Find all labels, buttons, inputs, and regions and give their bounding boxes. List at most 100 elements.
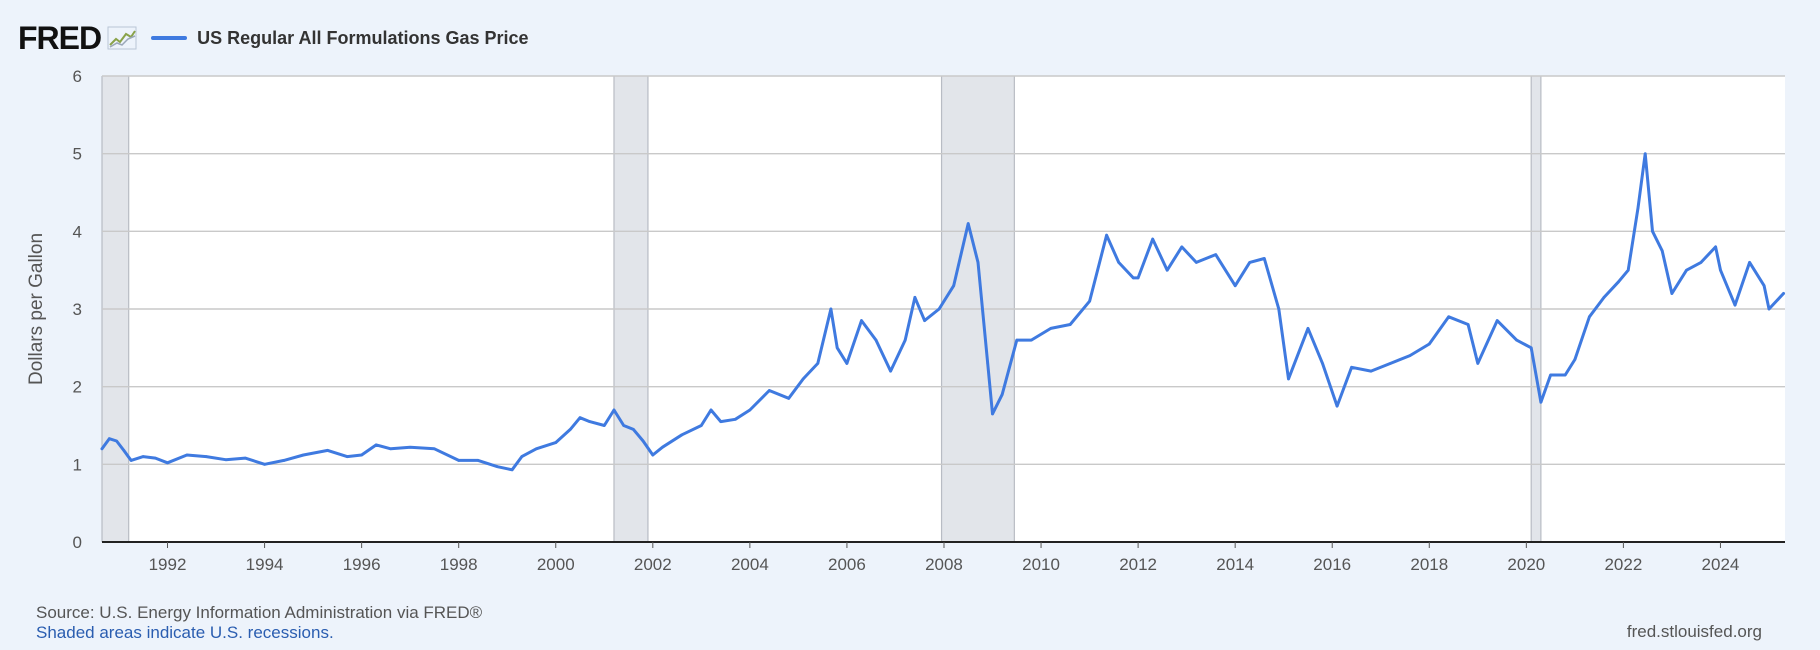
site-url[interactable]: fred.stlouisfed.org <box>1626 622 1762 641</box>
x-tick-label: 2024 <box>1702 555 1740 574</box>
data-point <box>302 453 305 457</box>
data-point <box>612 408 616 412</box>
data-point <box>767 389 771 392</box>
data-point <box>1767 307 1771 311</box>
chart-header: FRED US Regular All Formulations Gas Pri… <box>18 18 529 58</box>
x-tick-label: 2002 <box>634 555 672 574</box>
x-tick-label: 2006 <box>828 555 866 574</box>
data-point <box>433 447 436 451</box>
data-point <box>1287 377 1290 381</box>
data-point <box>952 284 955 288</box>
data-point <box>651 453 655 457</box>
x-tick-label: 2008 <box>925 555 963 574</box>
data-point <box>166 461 169 465</box>
data-point <box>602 424 606 427</box>
data-point <box>1277 307 1281 311</box>
data-point <box>1030 338 1033 342</box>
y-tick-label: 5 <box>73 145 82 164</box>
fred-logo[interactable]: FRED <box>18 19 102 56</box>
data-point <box>816 362 820 365</box>
data-point <box>107 437 111 441</box>
data-point <box>1476 362 1480 365</box>
data-point <box>1000 393 1004 396</box>
data-point <box>510 468 514 472</box>
data-point <box>976 261 980 264</box>
legend-label[interactable]: US Regular All Formulations Gas Price <box>197 27 529 48</box>
data-point <box>874 338 878 342</box>
data-point <box>986 362 989 365</box>
data-point <box>154 456 157 460</box>
data-point <box>457 459 460 462</box>
data-point <box>360 453 363 457</box>
data-point <box>835 346 839 350</box>
data-point <box>1748 261 1751 264</box>
data-point <box>129 459 133 462</box>
data-point <box>389 447 393 451</box>
x-tick-label: 2012 <box>1119 555 1157 574</box>
data-point <box>1588 315 1591 319</box>
data-point <box>263 463 266 466</box>
data-point <box>1105 233 1108 237</box>
data-point <box>1782 292 1785 295</box>
data-point <box>141 455 145 458</box>
data-point <box>787 397 790 400</box>
data-point <box>326 449 329 452</box>
data-point <box>923 319 926 322</box>
data-point <box>903 338 907 342</box>
data-point <box>374 443 378 447</box>
data-point <box>1660 249 1664 253</box>
x-tick-label: 2018 <box>1410 555 1448 574</box>
data-point <box>1321 362 1324 365</box>
data-point <box>829 307 833 311</box>
recession-note: Shaded areas indicate U.S. recessions. <box>36 623 334 642</box>
legend-swatch <box>151 36 188 40</box>
data-point <box>709 408 713 412</box>
data-point <box>535 447 538 451</box>
data-point <box>1068 323 1072 326</box>
data-point <box>1670 292 1674 295</box>
data-point <box>1447 315 1450 319</box>
data-point <box>569 428 572 431</box>
data-point <box>243 456 247 460</box>
data-point <box>1685 268 1688 272</box>
series-line-gas-price <box>100 152 1785 472</box>
line-graph-icon <box>107 26 137 50</box>
x-tick-label: 2004 <box>731 555 769 574</box>
data-point <box>1049 327 1053 330</box>
data-point <box>1515 338 1518 342</box>
data-point <box>1762 284 1766 288</box>
data-point <box>801 377 805 381</box>
data-point <box>1117 261 1120 264</box>
data-point <box>1088 299 1091 303</box>
y-tick-label: 2 <box>73 378 82 397</box>
data-point <box>408 445 412 449</box>
data-point <box>1495 319 1499 322</box>
data-point <box>588 420 592 423</box>
data-point <box>1180 245 1184 249</box>
x-tick-label: 2010 <box>1022 555 1060 574</box>
data-point <box>1617 280 1620 284</box>
data-point <box>845 362 849 365</box>
data-point <box>1539 400 1543 404</box>
data-point <box>622 424 625 427</box>
chart-footer-notes: Source: U.S. Energy Information Administ… <box>36 603 482 643</box>
data-point <box>1719 268 1722 272</box>
x-tick-label: 1998 <box>440 555 478 574</box>
data-point <box>224 458 228 461</box>
data-point <box>1214 253 1218 256</box>
data-point <box>913 296 917 299</box>
data-point <box>1563 373 1567 377</box>
y-tick-label: 1 <box>73 455 82 474</box>
y-axis-label: Dollars per Gallon <box>26 233 47 385</box>
data-point <box>966 222 970 225</box>
data-point <box>1335 404 1339 408</box>
data-point <box>1369 369 1373 373</box>
data-point <box>991 412 994 416</box>
data-point <box>680 433 684 437</box>
data-point <box>641 439 645 443</box>
data-point <box>205 455 208 458</box>
data-point <box>1714 245 1717 249</box>
data-point <box>520 455 524 458</box>
x-tick-label: 1996 <box>343 555 381 574</box>
